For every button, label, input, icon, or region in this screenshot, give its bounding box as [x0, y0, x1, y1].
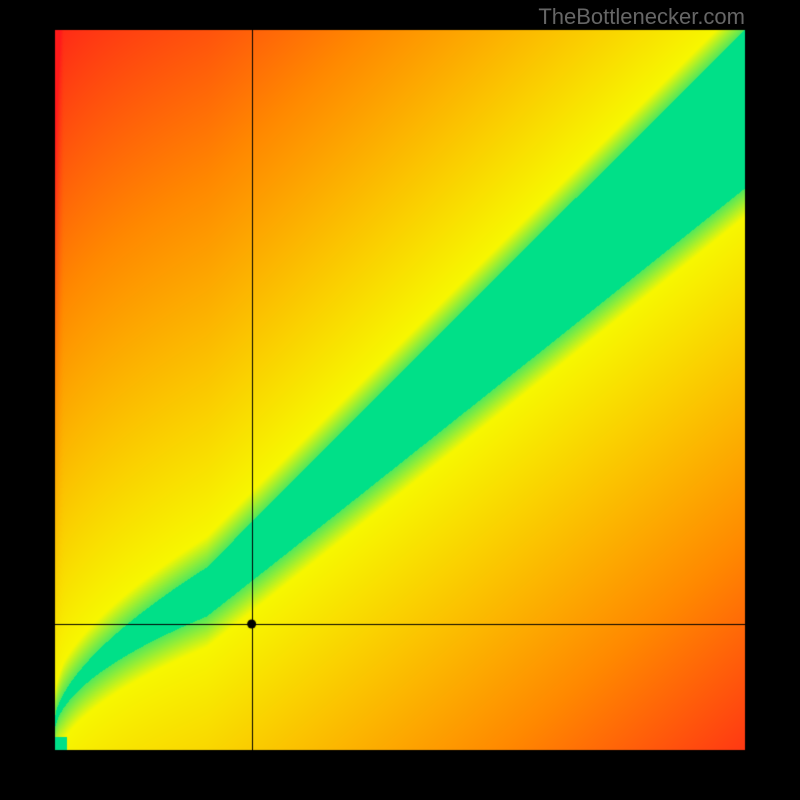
bottleneck-heatmap — [0, 0, 800, 800]
chart-container: TheBottlenecker.com — [0, 0, 800, 800]
watermark-text: TheBottlenecker.com — [538, 4, 745, 30]
